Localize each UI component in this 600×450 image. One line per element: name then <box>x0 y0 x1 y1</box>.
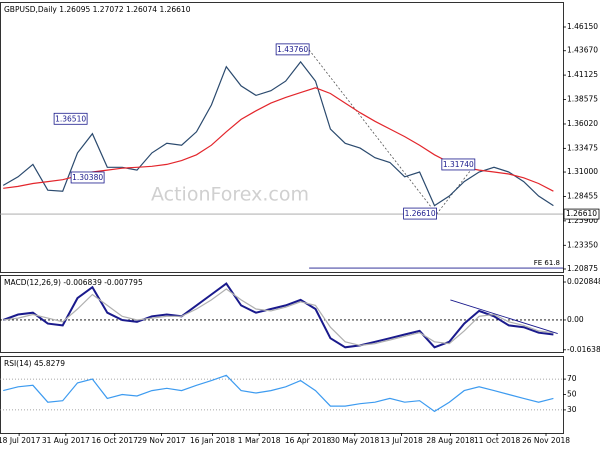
series-line <box>2 282 554 349</box>
y-tick-label: 50 <box>567 390 577 399</box>
watermark: ActionForex.com <box>151 184 309 206</box>
annotation-box <box>403 207 437 220</box>
y-tick-label: 1.41125 <box>567 70 598 79</box>
panel-title: RSI(14) 45.8279 <box>4 359 65 368</box>
y-tick-label: 1.38575 <box>567 95 598 104</box>
y-tick-label: 1.33475 <box>567 143 598 152</box>
y-tick-label: 1.28455 <box>567 191 598 200</box>
x-tick-label: 13 Jul 2018 <box>380 436 423 445</box>
trend-line <box>308 49 437 215</box>
series-line <box>3 374 554 413</box>
x-tick-label: 1 Mar 2018 <box>238 436 281 445</box>
fe-label: FE 61.8 <box>534 259 560 267</box>
y-tick-label: 1.36020 <box>567 119 598 128</box>
annotation-box <box>70 171 105 184</box>
y-tick-label: 1.46150 <box>567 22 598 31</box>
x-tick-label: 31 Aug 2017 <box>42 436 90 445</box>
annotation-box <box>441 158 476 171</box>
last-price-box <box>563 208 600 220</box>
y-tick-label: 1.43670 <box>567 46 598 55</box>
x-tick-label: 11 Oct 2018 <box>474 436 521 445</box>
y-tick-label: 30 <box>567 405 577 414</box>
x-tick-label: 16 Apr 2018 <box>285 436 332 445</box>
y-tick-label: 0.00 <box>567 315 584 324</box>
x-tick-label: 16 Jan 2018 <box>190 436 235 445</box>
x-tick-label: 29 Nov 2017 <box>137 436 185 445</box>
series-line <box>2 60 554 207</box>
x-tick-label: 18 Jul 2017 <box>0 436 41 445</box>
x-tick-label: 28 Aug 2018 <box>426 436 474 445</box>
panel-frame <box>0 275 564 353</box>
x-tick-label: 16 Oct 2017 <box>92 436 139 445</box>
annotation-box <box>53 112 88 125</box>
y-tick-label: 1.23350 <box>567 240 598 249</box>
annotation-label: 1.43760 <box>277 45 308 54</box>
x-tick-label: 30 May 2018 <box>330 436 379 445</box>
annotation-label: 1.36510 <box>55 114 86 123</box>
y-tick-label: -0.016389 <box>567 345 600 354</box>
annotation-label: 1.31740 <box>443 160 474 169</box>
annotation-label: 1.26610 <box>405 209 436 218</box>
panel-frame <box>0 2 564 273</box>
annotation-box <box>275 43 310 56</box>
y-tick-label: 70 <box>567 374 577 383</box>
x-tick-label: 26 Nov 2018 <box>522 436 570 445</box>
y-tick-label: 1.31000 <box>567 167 598 176</box>
y-tick-label: 0.020848 <box>567 277 600 286</box>
series-line <box>3 288 554 347</box>
panel-title: MACD(12,26,9) -0.006839 -0.007795 <box>4 278 143 287</box>
macd-trend-line <box>450 299 558 335</box>
y-tick-label: 1.25900 <box>567 216 598 225</box>
last-price-label: 1.26610 <box>566 209 597 218</box>
annotation-label: 1.30380 <box>72 173 103 182</box>
y-tick-label: 1.20875 <box>567 264 598 273</box>
panel-title: GBPUSD,Daily 1.26095 1.27072 1.26074 1.2… <box>4 5 191 14</box>
panel-frame <box>0 356 564 434</box>
